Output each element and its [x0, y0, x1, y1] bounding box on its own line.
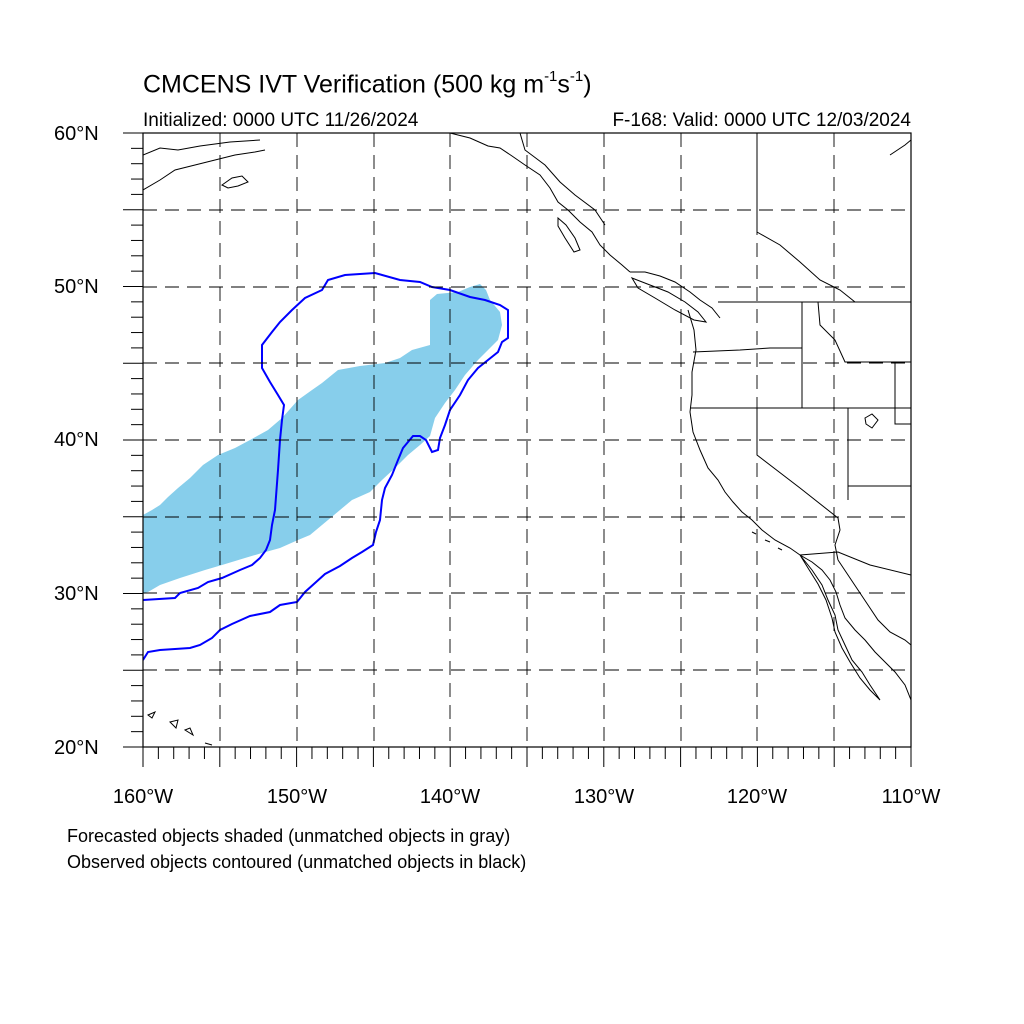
lon-label-110w: 110°W [881, 786, 941, 808]
haida-gwaii [557, 216, 581, 253]
political-borders [690, 133, 911, 576]
lat-label-20n: 20°N [54, 737, 99, 759]
lat-label-60n: 60°N [54, 123, 99, 145]
kodiak-island [221, 175, 249, 189]
lon-label-120w: 120°W [726, 786, 788, 808]
lat-label-30n: 30°N [54, 583, 99, 605]
wyoming-box [894, 362, 911, 425]
observed-ivt-contour [143, 271, 509, 661]
alaska-peninsula-north-coast [143, 139, 261, 156]
lon-label-130w: 130°W [573, 786, 635, 808]
hawaii-islands [147, 711, 213, 746]
valid-time-label: F-168: Valid: 0000 UTC 12/03/2024 [612, 110, 911, 131]
yukon-bc-border [756, 133, 856, 303]
initialized-label: Initialized: 0000 UTC 11/26/2024 [143, 110, 419, 131]
us-west-coast [687, 309, 911, 701]
forecast-object [143, 284, 502, 593]
idaho-montana-border [817, 301, 911, 363]
us-mexico-border [799, 551, 911, 576]
vancouver-island [630, 277, 708, 323]
bc-coast [630, 271, 721, 319]
lat-label-50n: 50°N [54, 276, 99, 298]
forecast-legend-note: Forecasted objects shaded (unmatched obj… [67, 826, 511, 846]
alaska-peninsula-coast [143, 149, 266, 191]
northern-canada-coast [889, 139, 911, 156]
forecast-ivt-shaded-area [143, 284, 502, 593]
alaska-canada-border [519, 133, 606, 226]
baja-california [799, 554, 881, 701]
observed-legend-note: Observed objects contoured (unmatched ob… [67, 852, 527, 872]
lon-label-150w: 150°W [266, 786, 328, 808]
channel-islands [751, 531, 783, 551]
gulf-of-alaska-coast [449, 133, 631, 273]
gulf-of-california-east-coast [837, 559, 911, 646]
lat-label-40n: 40°N [54, 429, 99, 451]
colorado-river-border [834, 517, 841, 561]
grid-lines [143, 133, 911, 747]
axis-ticks [123, 132, 912, 767]
map-title: CMCENS IVT Verification (500 kg m-1s-1) [143, 68, 592, 99]
great-salt-lake [864, 413, 879, 429]
california-nevada-border [756, 408, 839, 519]
lon-label-160w: 160°W [112, 786, 174, 808]
washington-oregon-border [692, 347, 802, 353]
observed-object [143, 271, 509, 661]
lon-label-140w: 140°W [419, 786, 481, 808]
